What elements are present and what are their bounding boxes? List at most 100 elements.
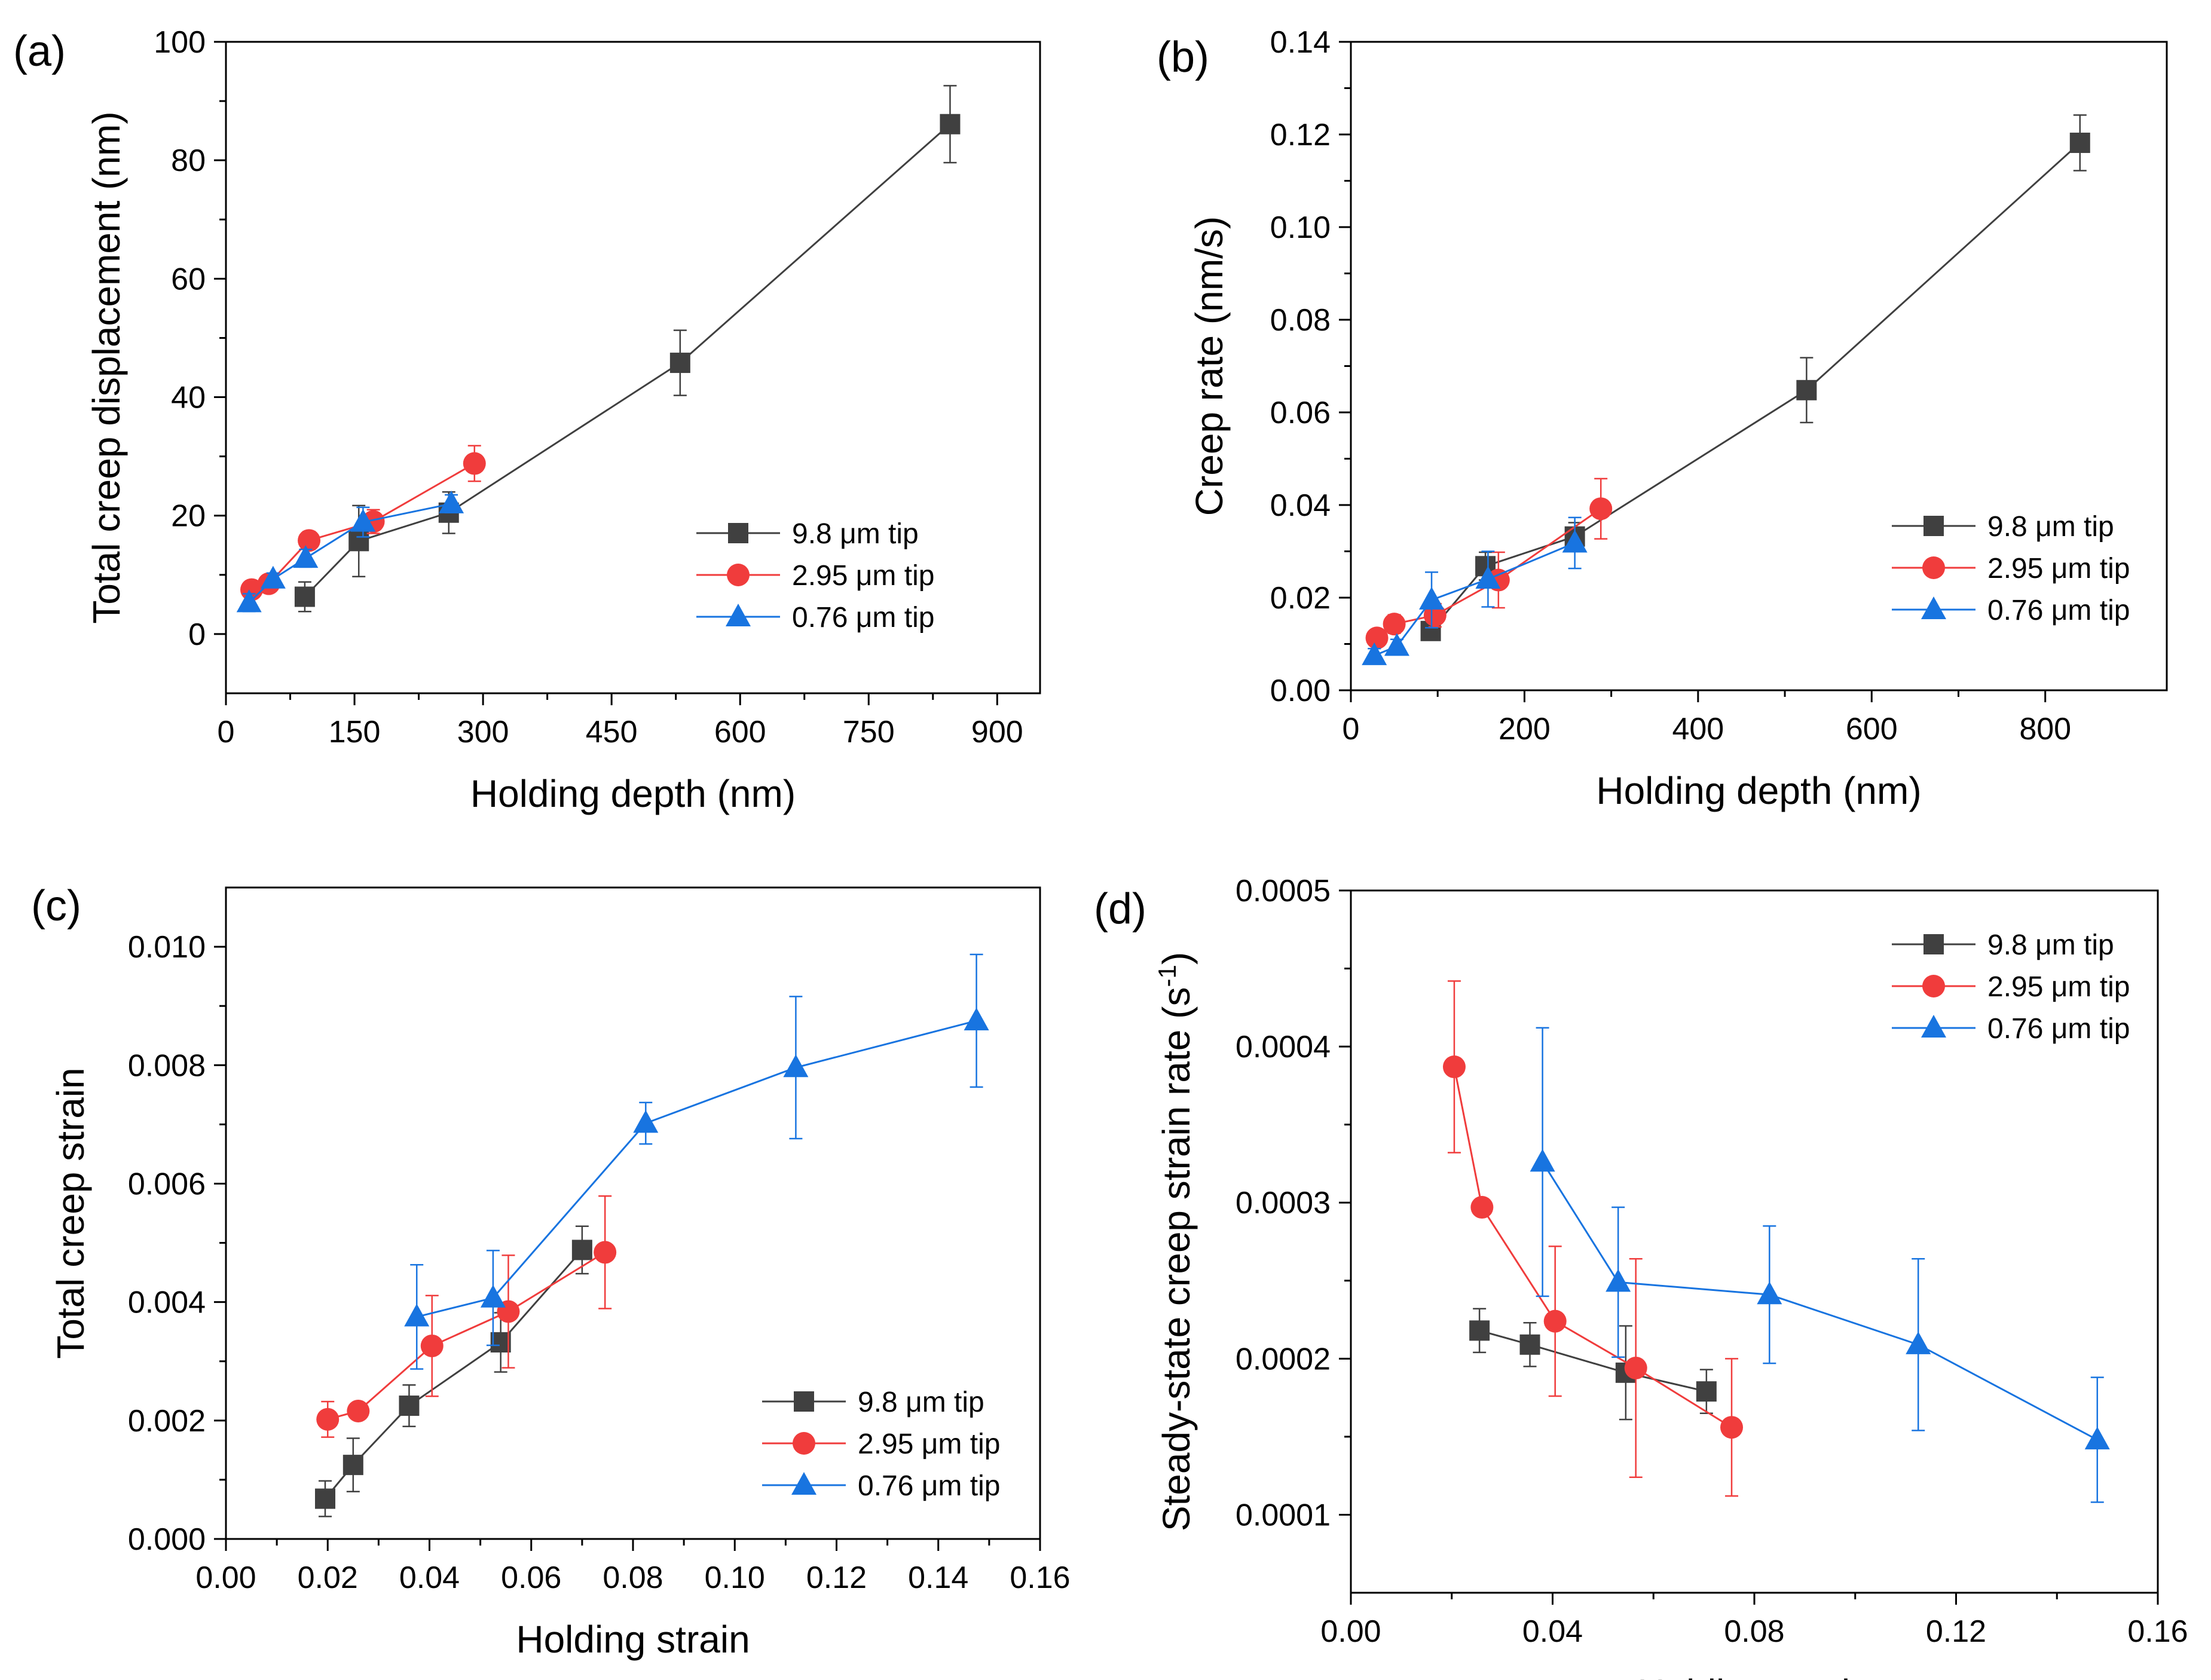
y-tick-label: 0.004 xyxy=(128,1286,206,1320)
x-axis-label: Holding strain xyxy=(516,1618,750,1661)
marker-square-4 xyxy=(940,114,961,134)
series-line xyxy=(1479,1329,1707,1393)
x-tick-label: 0.08 xyxy=(603,1560,663,1595)
marker-circle-1 xyxy=(347,1399,370,1422)
marker-square-4 xyxy=(571,1240,592,1260)
x-tick-label: 0.04 xyxy=(1522,1614,1583,1649)
marker-triangle-1 xyxy=(480,1284,506,1308)
marker-square-legend-0 xyxy=(1923,516,1944,536)
marker-circle-3 xyxy=(1624,1357,1647,1379)
y-tick-label: 0.04 xyxy=(1270,488,1331,523)
x-tick-label: 200 xyxy=(1499,712,1551,746)
y-tick-label: 0.0001 xyxy=(1236,1498,1331,1532)
panel-label: (a) xyxy=(13,27,66,75)
x-tick-label: 800 xyxy=(2019,712,2071,746)
legend: 9.8 μm tip 2.95 μm tip 0.76 μm tip xyxy=(1892,929,2130,1045)
x-tick-label: 0.16 xyxy=(1010,1560,1070,1595)
y-tick-label: 0.14 xyxy=(1270,25,1331,60)
x-tick-label: 0.14 xyxy=(908,1560,968,1595)
legend-entry: 2.95 μm tip xyxy=(1987,971,2130,1003)
x-tick-label: 0.00 xyxy=(195,1560,256,1595)
y-tick-label: 60 xyxy=(171,262,206,296)
marker-triangle-4 xyxy=(964,1007,989,1030)
x-tick-label: 0.04 xyxy=(399,1560,460,1595)
marker-triangle-legend-2 xyxy=(726,604,751,626)
y-tick-label: 0.0003 xyxy=(1236,1186,1331,1220)
marker-triangle-2 xyxy=(293,545,319,568)
y-tick-label: 0.06 xyxy=(1270,396,1331,430)
series-2 xyxy=(1365,478,1613,650)
legend-entry: 9.8 μm tip xyxy=(1987,511,2114,543)
marker-triangle-1 xyxy=(1606,1269,1631,1292)
marker-circle-0 xyxy=(1442,1055,1466,1079)
marker-square-3 xyxy=(669,353,690,374)
marker-square-3 xyxy=(490,1332,511,1353)
marker-circle-legend-1 xyxy=(793,1432,815,1455)
legend-entry: 2.95 μm tip xyxy=(858,1428,1000,1460)
y-tick-label: 0.0005 xyxy=(1236,874,1331,908)
y-tick-label: 0.00 xyxy=(1270,674,1331,708)
series-2 xyxy=(316,1195,617,1438)
series-2 xyxy=(1442,980,1744,1497)
marker-square-1 xyxy=(1519,1334,1540,1355)
marker-circle-1 xyxy=(1470,1196,1494,1219)
marker-square-1 xyxy=(342,1455,363,1476)
y-tick-label: 0.08 xyxy=(1270,303,1331,338)
x-tick-label: 900 xyxy=(971,715,1023,749)
marker-triangle-1 xyxy=(1384,633,1409,656)
plot-frame xyxy=(225,41,1041,694)
x-tick-label: 0.10 xyxy=(705,1560,765,1595)
marker-square-3 xyxy=(1796,380,1817,400)
legend-entry: 0.76 μm tip xyxy=(792,602,934,634)
marker-square-3 xyxy=(1696,1381,1717,1402)
legend: 9.8 μm tip 2.95 μm tip 0.76 μm tip xyxy=(1892,511,2130,626)
y-tick-label: 0.0002 xyxy=(1236,1342,1331,1376)
series-line xyxy=(1430,142,2081,632)
marker-circle-2 xyxy=(298,529,321,552)
series-1 xyxy=(314,1225,592,1517)
panel-label: (c) xyxy=(31,882,81,930)
x-axis-label: Holding depth (nm) xyxy=(1596,769,1921,812)
series-1 xyxy=(1469,1308,1717,1421)
x-tick-label: 150 xyxy=(329,715,381,749)
marker-square-2 xyxy=(399,1396,420,1416)
y-tick-label: 0.006 xyxy=(128,1167,206,1201)
marker-circle-2 xyxy=(1423,604,1447,627)
marker-triangle-2 xyxy=(633,1110,659,1133)
x-tick-label: 0.12 xyxy=(1926,1614,1986,1649)
marker-triangle-0 xyxy=(1362,642,1387,665)
legend-entry: 9.8 μm tip xyxy=(858,1387,984,1418)
panel-label: (d) xyxy=(1094,885,1146,933)
legend-entry: 0.76 μm tip xyxy=(1987,1013,2130,1045)
marker-circle-4 xyxy=(463,452,486,475)
y-tick-label: 0.000 xyxy=(128,1522,206,1557)
series-3 xyxy=(404,953,989,1370)
legend-entry: 2.95 μm tip xyxy=(792,560,934,592)
y-tick-label: 0.008 xyxy=(128,1048,206,1083)
y-tick-label: 80 xyxy=(171,143,206,178)
marker-triangle-legend-2 xyxy=(1921,596,1946,619)
marker-circle-legend-1 xyxy=(1922,556,1945,579)
y-tick-label: 0.002 xyxy=(128,1404,206,1439)
legend-entry: 9.8 μm tip xyxy=(1987,929,2114,961)
y-axis-label: Creep rate (nm/s) xyxy=(1188,216,1231,516)
marker-square-0 xyxy=(314,1488,335,1509)
marker-circle-4 xyxy=(1720,1416,1744,1439)
marker-triangle-3 xyxy=(350,509,376,532)
y-axis-label: Steady-state creep strain rate (s-1) xyxy=(1153,952,1198,1531)
panel-b: (b) 0 200 400 600 800 0.00 0.02 0.04 0.06 0.08 0.10… xyxy=(1157,25,2168,812)
marker-square-1 xyxy=(348,531,369,552)
series-3 xyxy=(1530,1027,2110,1503)
marker-triangle-4 xyxy=(439,490,464,513)
y-tick-label: 0.10 xyxy=(1270,210,1331,245)
marker-triangle-0 xyxy=(1530,1149,1555,1172)
marker-square-legend-0 xyxy=(1923,934,1944,954)
legend-entry: 2.95 μm tip xyxy=(1987,553,2130,585)
marker-triangle-2 xyxy=(1419,586,1445,610)
marker-square-0 xyxy=(294,586,315,607)
marker-square-4 xyxy=(2069,132,2090,153)
marker-triangle-legend-2 xyxy=(1921,1015,1946,1038)
series-line xyxy=(416,1020,977,1318)
y-tick-label: 0 xyxy=(188,617,206,652)
